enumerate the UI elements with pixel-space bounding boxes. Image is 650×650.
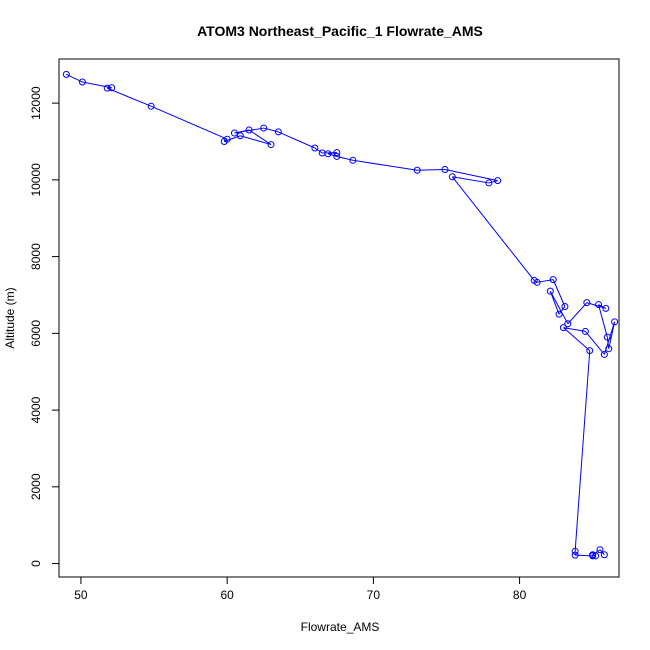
series-segment: [584, 331, 605, 355]
y-tick-label: 6000: [29, 320, 43, 347]
data-point: [413, 166, 421, 174]
data-point: [324, 150, 332, 158]
series-segment: [558, 306, 566, 315]
y-tick-label: 0: [29, 560, 43, 567]
series-segment: [598, 304, 608, 338]
series-segment: [417, 169, 446, 171]
data-point: [274, 128, 282, 136]
series-segment: [248, 129, 272, 145]
data-point: [546, 287, 554, 295]
series-segment: [567, 302, 588, 325]
data-point: [555, 310, 563, 318]
series-segment: [263, 127, 279, 133]
data-point: [611, 318, 619, 326]
data-point: [220, 137, 228, 145]
data-point: [311, 144, 319, 152]
data-point: [260, 124, 268, 132]
data-point: [349, 156, 357, 164]
series-segment: [552, 279, 566, 307]
series-segment: [240, 135, 272, 146]
data-point: [564, 320, 572, 328]
data-point: [230, 129, 238, 137]
data-point: [441, 166, 449, 174]
data-point: [103, 84, 111, 92]
series-segment: [107, 87, 152, 107]
data-point: [549, 276, 557, 284]
y-tick-label: 4000: [29, 396, 43, 423]
series-segment: [451, 176, 535, 281]
data-point: [147, 102, 155, 110]
x-tick-label: 70: [367, 588, 381, 602]
series-segment: [452, 176, 489, 184]
y-axis-label: Altitude (m): [3, 287, 17, 348]
series-segment: [598, 304, 607, 309]
y-tick-label: 12000: [29, 86, 43, 120]
y-axis: 0 2000 4000 6000 8000 10000 12000: [29, 86, 59, 567]
data-point: [108, 84, 116, 92]
data-point: [533, 278, 541, 286]
data-point: [78, 78, 86, 86]
chart-title: ATOM3 Northeast_Pacific_1 Flowrate_AMS: [197, 23, 483, 39]
data-point: [448, 173, 456, 181]
series-segment: [444, 169, 498, 182]
data-point: [245, 126, 253, 134]
y-tick-label: 10000: [29, 163, 43, 197]
series-segment: [278, 131, 316, 149]
data-point: [583, 299, 591, 307]
data-point: [485, 179, 493, 187]
y-tick-label: 2000: [29, 473, 43, 500]
data-point: [62, 70, 70, 78]
data-point: [236, 132, 244, 140]
data-point: [596, 546, 604, 554]
series-segment: [488, 180, 498, 184]
series-segment: [574, 350, 591, 552]
data-point: [589, 551, 597, 559]
series-segment: [549, 290, 569, 324]
series-segment: [592, 549, 601, 556]
series-segment: [82, 81, 112, 89]
series-segment: [314, 147, 323, 154]
data-point: [559, 324, 567, 332]
series-segment: [327, 153, 337, 157]
data-point: [333, 152, 341, 160]
data-point: [561, 302, 569, 310]
series-segment: [352, 159, 418, 171]
series-segment: [563, 327, 586, 332]
series-segment: [563, 327, 591, 351]
x-axis-label: Flowrate_AMS: [301, 620, 380, 634]
x-tick-label: 50: [74, 588, 88, 602]
x-tick-label: 60: [220, 588, 234, 602]
data-point: [267, 141, 275, 149]
series-layer: [62, 70, 619, 560]
series-segment: [234, 127, 264, 134]
data-point: [605, 345, 613, 353]
y-tick-label: 8000: [29, 243, 43, 270]
data-point: [600, 350, 608, 358]
series-segment: [150, 105, 228, 140]
series-segment: [327, 152, 337, 155]
data-point: [595, 301, 603, 309]
data-point: [600, 551, 608, 559]
data-point: [602, 304, 610, 312]
x-axis: 50 60 70 80: [74, 577, 527, 602]
data-point: [571, 551, 579, 559]
data-point: [586, 347, 594, 355]
x-tick-label: 80: [513, 588, 527, 602]
series-segment: [549, 290, 560, 315]
data-point: [603, 333, 611, 341]
data-point: [581, 327, 589, 335]
data-point: [333, 149, 341, 157]
data-point: [494, 177, 502, 185]
plot-frame: [58, 58, 620, 578]
data-point: [571, 547, 579, 555]
